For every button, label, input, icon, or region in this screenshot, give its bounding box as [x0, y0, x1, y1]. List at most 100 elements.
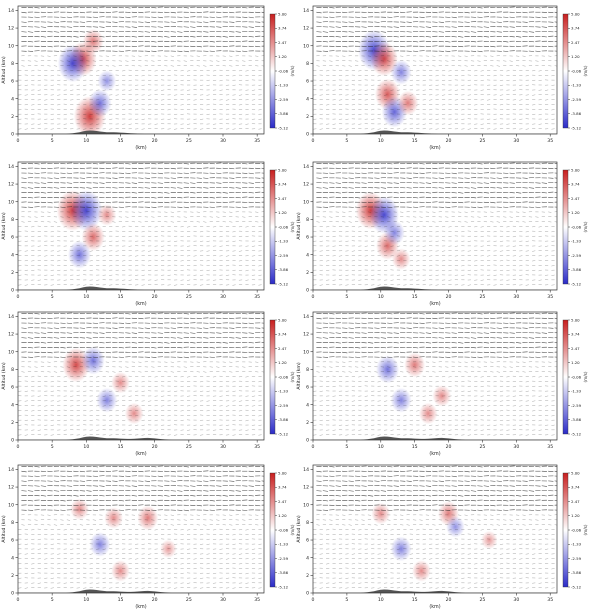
- wind-vector: [40, 192, 47, 194]
- wind-vector: [89, 250, 93, 252]
- wind-vector: [40, 182, 47, 184]
- wind-vector: [89, 400, 93, 402]
- wind-vector: [538, 269, 542, 272]
- wind-vector: [151, 172, 157, 174]
- wind-vector: [393, 26, 399, 28]
- wind-vector: [326, 226, 330, 228]
- wind-vector: [541, 26, 547, 28]
- wind-vector: [454, 245, 459, 247]
- wind-vector: [60, 41, 66, 43]
- wind-vector: [251, 415, 256, 416]
- wind-vector: [76, 424, 80, 426]
- y-tick-label: 12: [8, 182, 14, 188]
- wind-vector: [99, 36, 105, 38]
- wind-vector: [212, 279, 217, 281]
- wind-vector: [173, 128, 178, 130]
- wind-vector: [445, 41, 451, 43]
- wind-vector: [512, 255, 517, 257]
- wind-vector: [528, 197, 535, 199]
- wind-vector: [167, 109, 171, 111]
- wind-vector: [361, 16, 367, 19]
- wind-vector: [203, 65, 207, 67]
- wind-vector: [245, 79, 249, 81]
- wind-vector: [477, 16, 483, 18]
- wind-vector: [86, 337, 92, 339]
- wind-vector: [109, 274, 113, 276]
- wind-vector: [400, 167, 406, 169]
- wind-vector: [164, 201, 170, 204]
- wind-vector: [396, 255, 401, 257]
- wind-vector: [167, 265, 171, 267]
- wind-vector: [89, 376, 93, 378]
- wind-vector: [141, 424, 145, 426]
- wind-vector: [34, 16, 40, 18]
- colorbar-tick-label: 2.47: [278, 40, 287, 45]
- wind-vector: [183, 172, 189, 174]
- wind-vector: [467, 94, 471, 96]
- wind-vector: [186, 123, 191, 125]
- wind-vector: [196, 371, 200, 373]
- wind-vector: [345, 118, 349, 120]
- wind-vector: [63, 79, 67, 81]
- wind-vector: [151, 163, 157, 165]
- wind-vector: [380, 187, 387, 189]
- wind-vector: [206, 94, 210, 96]
- wind-vector: [186, 79, 191, 82]
- wind-vector: [63, 429, 67, 431]
- wind-vector: [76, 265, 80, 267]
- wind-vector: [115, 104, 119, 106]
- wind-vector: [451, 192, 457, 194]
- wind-vector: [34, 60, 38, 62]
- wind-vector: [451, 26, 457, 28]
- wind-vector: [193, 265, 197, 267]
- wind-vector: [112, 337, 118, 339]
- wind-vector: [86, 41, 92, 43]
- y-tick-label: 10: [8, 43, 14, 49]
- y-tick-label: 2: [11, 114, 14, 120]
- wind-vector: [245, 429, 249, 431]
- wind-vector: [499, 94, 504, 96]
- wind-vector: [196, 211, 200, 213]
- wind-vector: [390, 235, 394, 237]
- wind-vector: [148, 400, 152, 402]
- wind-vector: [319, 94, 323, 96]
- wind-vector: [131, 182, 138, 184]
- colorbar-tick-label: 1.20: [278, 54, 287, 59]
- wind-vector: [541, 192, 547, 194]
- wind-vector: [122, 70, 126, 72]
- wind-vector: [164, 361, 168, 363]
- wind-vector: [89, 226, 93, 228]
- wind-vector: [135, 265, 139, 267]
- wind-vector: [383, 70, 388, 72]
- wind-vector: [258, 128, 262, 130]
- wind-vector: [245, 70, 249, 72]
- wind-vector: [219, 255, 223, 257]
- wind-vector: [180, 70, 184, 72]
- wind-vector: [154, 279, 158, 281]
- wind-vector: [83, 75, 87, 77]
- y-tick-label: 6: [306, 235, 309, 241]
- wind-vector: [255, 167, 261, 169]
- wind-vector: [203, 21, 209, 23]
- wind-vector: [522, 167, 528, 170]
- wind-vector: [335, 26, 341, 28]
- wind-vector: [222, 192, 228, 194]
- colorbar-tick-label: -3.86: [571, 267, 582, 272]
- wind-vector: [57, 250, 61, 252]
- wind-vector: [429, 274, 433, 276]
- plot-frame: [312, 161, 558, 291]
- wind-vector: [96, 385, 100, 387]
- wind-vector: [161, 99, 165, 101]
- wind-vector: [199, 84, 204, 86]
- y-axis-label: Altitud (km): [1, 56, 7, 84]
- wind-vector: [225, 381, 230, 382]
- wind-vector: [47, 201, 53, 204]
- x-tick-label: 5: [51, 138, 54, 144]
- wind-vector: [519, 255, 523, 257]
- y-tick-label: 8: [306, 61, 309, 67]
- wind-vector: [24, 400, 28, 402]
- wind-vector: [105, 167, 112, 169]
- wind-vector: [445, 216, 449, 218]
- wind-vector: [322, 31, 329, 33]
- wind-vector: [429, 265, 433, 267]
